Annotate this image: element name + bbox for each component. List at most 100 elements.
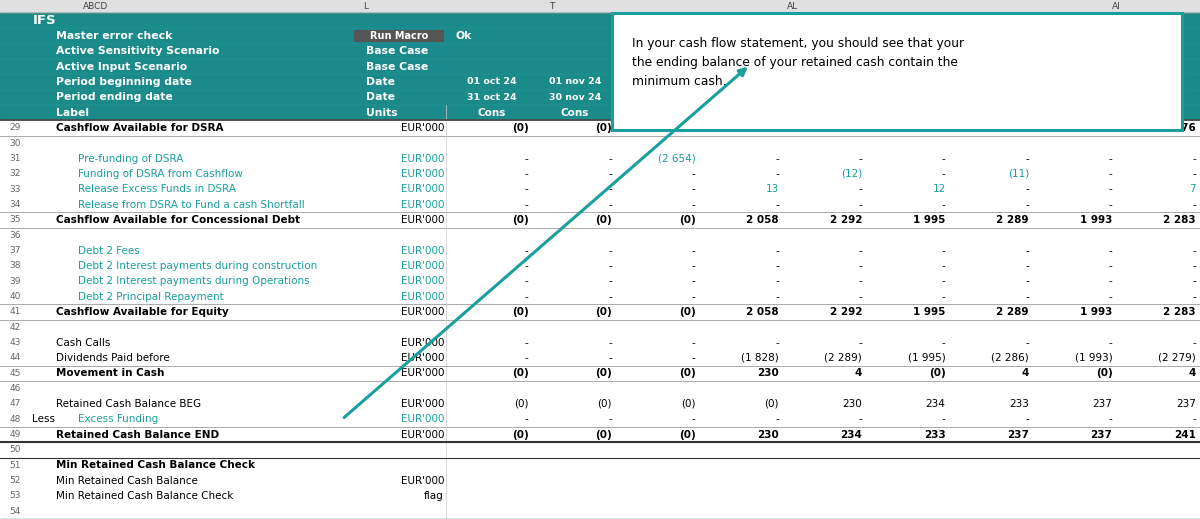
- Text: -: -: [942, 292, 946, 302]
- Text: -: -: [1192, 245, 1196, 256]
- Text: -: -: [524, 261, 529, 271]
- Text: 31 déc 25: 31 déc 25: [799, 93, 851, 102]
- Text: -: -: [1109, 261, 1112, 271]
- Text: Retained Cash Balance BEG: Retained Cash Balance BEG: [56, 399, 202, 409]
- Text: 40: 40: [10, 292, 20, 301]
- Text: -: -: [858, 292, 863, 302]
- Text: EUR'000: EUR'000: [401, 261, 444, 271]
- FancyBboxPatch shape: [354, 30, 444, 42]
- Text: AI: AI: [1111, 2, 1121, 11]
- Text: (0): (0): [1096, 368, 1112, 378]
- Text: -: -: [1109, 169, 1112, 179]
- Text: Retained Cash Balance END: Retained Cash Balance END: [56, 430, 220, 440]
- Text: 01 oct 24: 01 oct 24: [467, 77, 516, 87]
- Text: 2 289: 2 289: [996, 215, 1030, 225]
- Text: (11): (11): [1008, 169, 1030, 179]
- Text: (0): (0): [595, 215, 612, 225]
- Text: (0): (0): [679, 430, 696, 440]
- Bar: [0, 29, 1200, 44]
- Text: -: -: [691, 245, 696, 256]
- Text: 241: 241: [1174, 430, 1196, 440]
- Text: -: -: [1025, 200, 1030, 210]
- Bar: [0, 135, 1200, 151]
- Text: 237: 237: [1092, 399, 1112, 409]
- Text: -: -: [1025, 261, 1030, 271]
- Text: Active Input Scenario: Active Input Scenario: [56, 62, 187, 72]
- Text: Ops: Ops: [1064, 107, 1087, 118]
- Text: 13: 13: [766, 184, 779, 194]
- Text: 47: 47: [10, 400, 20, 408]
- FancyBboxPatch shape: [612, 13, 1182, 130]
- Text: -: -: [524, 414, 529, 425]
- Text: 48: 48: [10, 415, 20, 424]
- Text: 2 292: 2 292: [829, 307, 863, 317]
- Text: 41: 41: [10, 307, 20, 317]
- Text: 30 juin 27: 30 juin 27: [1049, 93, 1102, 102]
- Text: -: -: [1025, 154, 1030, 163]
- Text: 1 993: 1 993: [1080, 215, 1112, 225]
- Text: -: -: [858, 154, 863, 163]
- Text: 230: 230: [842, 399, 863, 409]
- Text: Period ending date: Period ending date: [56, 92, 173, 102]
- Text: Ops: Ops: [1147, 107, 1170, 118]
- Text: -: -: [1109, 184, 1112, 194]
- Text: 2 058: 2 058: [746, 123, 779, 133]
- Text: Debt 2 Fees: Debt 2 Fees: [78, 245, 139, 256]
- Bar: [0, 366, 1200, 381]
- Text: -: -: [1025, 414, 1030, 425]
- Text: 52: 52: [10, 476, 20, 485]
- Text: Period beginning date: Period beginning date: [56, 77, 192, 87]
- Text: 234: 234: [925, 399, 946, 409]
- Text: (0): (0): [679, 368, 696, 378]
- Text: 51: 51: [10, 461, 22, 470]
- Text: Release from DSRA to Fund a cash Shortfall: Release from DSRA to Fund a cash Shortfa…: [78, 200, 305, 210]
- Text: -: -: [1025, 276, 1030, 286]
- Bar: [0, 120, 1200, 135]
- Text: Cash Calls: Cash Calls: [56, 338, 110, 348]
- Text: Units: Units: [366, 107, 397, 118]
- Text: -: -: [524, 245, 529, 256]
- Text: -: -: [858, 338, 863, 348]
- Bar: [0, 44, 1200, 59]
- Text: (0): (0): [929, 368, 946, 378]
- Text: -: -: [524, 276, 529, 286]
- Text: Funding of DSRA from Cashflow: Funding of DSRA from Cashflow: [78, 169, 242, 179]
- Text: -: -: [775, 292, 779, 302]
- Text: 2 654: 2 654: [662, 123, 696, 133]
- Text: 54: 54: [10, 507, 20, 516]
- Bar: [0, 228, 1200, 243]
- Text: 237: 237: [1091, 430, 1112, 440]
- Text: -: -: [775, 169, 779, 179]
- Text: (0): (0): [595, 430, 612, 440]
- Text: -: -: [608, 261, 612, 271]
- Text: Base Case: Base Case: [366, 62, 428, 72]
- Bar: [0, 274, 1200, 289]
- Text: (0): (0): [512, 307, 529, 317]
- Text: -: -: [942, 414, 946, 425]
- Text: 2 289: 2 289: [996, 307, 1030, 317]
- Text: 34: 34: [10, 200, 20, 209]
- Text: (0): (0): [512, 430, 529, 440]
- Text: 7: 7: [1189, 184, 1196, 194]
- Text: -: -: [691, 169, 696, 179]
- Text: 2 278: 2 278: [996, 123, 1030, 133]
- Text: -: -: [691, 184, 696, 194]
- Text: In your cash flow statement, you should see that your
the ending balance of your: In your cash flow statement, you should …: [632, 37, 965, 88]
- Text: -: -: [1025, 245, 1030, 256]
- Text: -: -: [608, 184, 612, 194]
- Text: 234: 234: [840, 430, 863, 440]
- Text: 38: 38: [10, 262, 22, 270]
- Text: 45: 45: [10, 369, 20, 378]
- Text: -: -: [524, 338, 529, 348]
- Text: 237: 237: [1176, 399, 1196, 409]
- Text: 4: 4: [1188, 368, 1196, 378]
- Bar: [0, 59, 1200, 74]
- Text: 2 292: 2 292: [829, 215, 863, 225]
- Text: Min Retained Cash Balance Check: Min Retained Cash Balance Check: [56, 460, 256, 470]
- Text: EUR'000: EUR'000: [401, 154, 444, 163]
- Text: 30: 30: [10, 139, 22, 148]
- Text: Ok: Ok: [456, 31, 473, 41]
- Bar: [0, 182, 1200, 197]
- Bar: [0, 258, 1200, 274]
- Text: -: -: [858, 184, 863, 194]
